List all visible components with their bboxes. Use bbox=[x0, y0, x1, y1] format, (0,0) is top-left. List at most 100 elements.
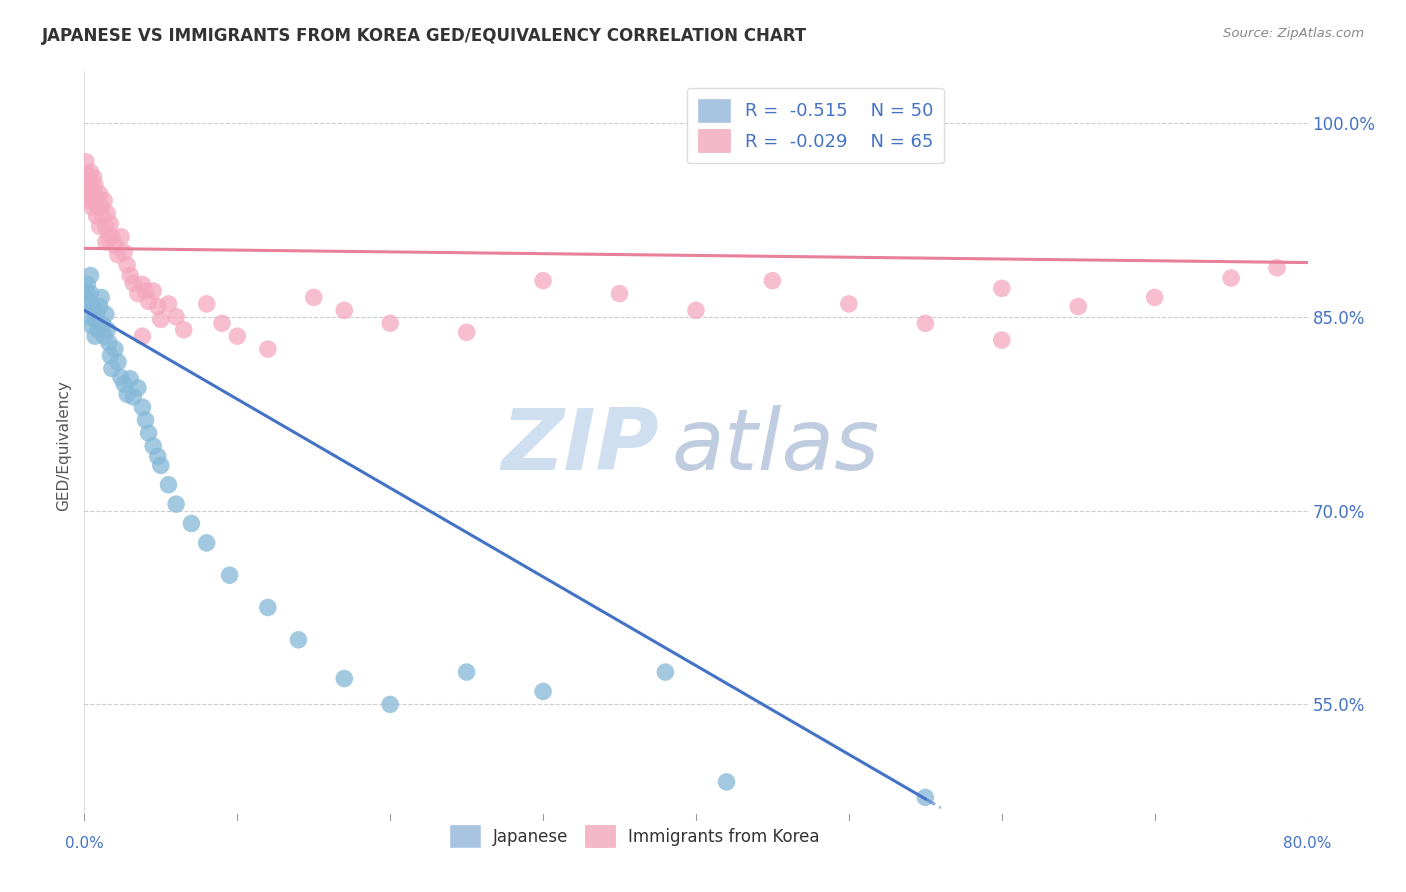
Point bbox=[112, 376, 135, 391]
Point bbox=[120, 268, 142, 283]
Text: atlas: atlas bbox=[672, 404, 880, 488]
Point bbox=[122, 390, 145, 404]
Point bbox=[333, 303, 356, 318]
Point bbox=[93, 329, 115, 343]
Point bbox=[149, 458, 172, 473]
Point bbox=[87, 323, 110, 337]
Point bbox=[157, 297, 180, 311]
Point bbox=[76, 277, 98, 292]
Point bbox=[149, 312, 172, 326]
Point bbox=[609, 286, 631, 301]
Point bbox=[257, 342, 280, 356]
Point bbox=[333, 672, 356, 686]
Point bbox=[761, 274, 783, 288]
Point bbox=[104, 239, 127, 253]
Point bbox=[211, 316, 233, 330]
Point bbox=[1220, 271, 1243, 285]
Text: ZIP: ZIP bbox=[502, 404, 659, 488]
Text: JAPANESE VS IMMIGRANTS FROM KOREA GED/EQUIVALENCY CORRELATION CHART: JAPANESE VS IMMIGRANTS FROM KOREA GED/EQ… bbox=[42, 27, 807, 45]
Point bbox=[157, 477, 180, 491]
Point bbox=[685, 303, 707, 318]
Point bbox=[83, 301, 105, 316]
Point bbox=[80, 318, 103, 333]
Point bbox=[180, 516, 202, 531]
Point bbox=[195, 297, 218, 311]
Point bbox=[107, 248, 129, 262]
Point bbox=[84, 329, 107, 343]
Y-axis label: GED/Equivalency: GED/Equivalency bbox=[56, 381, 72, 511]
Point bbox=[110, 370, 132, 384]
Point bbox=[218, 568, 240, 582]
Point bbox=[97, 335, 120, 350]
Point bbox=[90, 290, 112, 304]
Point bbox=[1143, 290, 1166, 304]
Point bbox=[302, 290, 325, 304]
Point bbox=[98, 349, 121, 363]
Point bbox=[173, 323, 195, 337]
Point bbox=[131, 401, 153, 415]
Point bbox=[991, 333, 1014, 347]
Point bbox=[914, 316, 936, 330]
Point bbox=[96, 206, 118, 220]
Point bbox=[97, 232, 120, 246]
Point bbox=[86, 209, 108, 223]
Point bbox=[165, 497, 187, 511]
Point bbox=[79, 268, 101, 283]
Point bbox=[287, 632, 309, 647]
Point bbox=[89, 187, 111, 202]
Point bbox=[83, 170, 105, 185]
Point bbox=[127, 381, 149, 395]
Point bbox=[101, 229, 124, 244]
Point bbox=[86, 191, 108, 205]
Point bbox=[146, 450, 169, 464]
Point bbox=[79, 286, 101, 301]
Point bbox=[94, 235, 117, 249]
Point bbox=[98, 217, 121, 231]
Point bbox=[654, 665, 676, 679]
Point bbox=[1265, 260, 1288, 275]
Point bbox=[91, 318, 114, 332]
Point bbox=[142, 439, 165, 453]
Point bbox=[79, 165, 101, 179]
Point bbox=[135, 284, 157, 298]
Point bbox=[838, 297, 860, 311]
Point bbox=[96, 323, 118, 337]
Point bbox=[89, 300, 111, 314]
Point bbox=[76, 293, 98, 307]
Point bbox=[1067, 300, 1090, 314]
Point bbox=[165, 310, 187, 324]
Point bbox=[110, 229, 132, 244]
Point bbox=[84, 312, 107, 326]
Point bbox=[80, 200, 103, 214]
Point bbox=[104, 342, 127, 356]
Point bbox=[77, 174, 100, 188]
Point bbox=[142, 284, 165, 298]
Point bbox=[80, 297, 103, 311]
Point bbox=[120, 372, 142, 386]
Point bbox=[127, 286, 149, 301]
Point bbox=[115, 387, 138, 401]
Point bbox=[87, 200, 110, 214]
Point bbox=[77, 194, 100, 208]
Point bbox=[84, 178, 107, 192]
Point bbox=[138, 294, 160, 309]
Point bbox=[83, 194, 105, 208]
Point bbox=[79, 180, 101, 194]
Point bbox=[75, 154, 97, 169]
Point bbox=[91, 209, 114, 223]
Point bbox=[226, 329, 249, 343]
Text: 0.0%: 0.0% bbox=[65, 836, 104, 851]
Point bbox=[80, 183, 103, 197]
Point bbox=[146, 300, 169, 314]
Point bbox=[107, 355, 129, 369]
Point bbox=[135, 413, 157, 427]
Point bbox=[75, 284, 97, 298]
Point bbox=[531, 274, 554, 288]
Point bbox=[531, 684, 554, 698]
Text: Source: ZipAtlas.com: Source: ZipAtlas.com bbox=[1223, 27, 1364, 40]
Point bbox=[122, 277, 145, 291]
Point bbox=[716, 775, 738, 789]
Legend: Japanese, Immigrants from Korea: Japanese, Immigrants from Korea bbox=[443, 819, 827, 854]
Point bbox=[94, 219, 117, 234]
Point bbox=[89, 219, 111, 234]
